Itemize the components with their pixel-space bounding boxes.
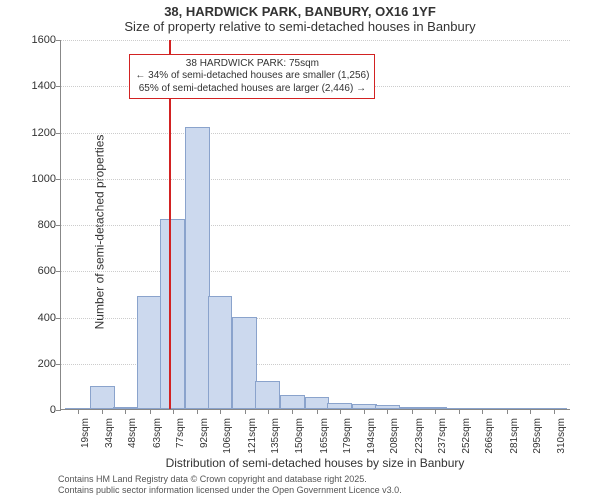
ytick-mark	[56, 179, 61, 180]
ytick-label: 1600	[16, 34, 56, 46]
annotation-line3: 65% of semi-detached houses are larger (…	[135, 83, 369, 96]
histogram-bar	[90, 386, 115, 409]
histogram-bar	[185, 127, 210, 409]
xtick-mark	[245, 409, 246, 414]
chart-title-line2: Size of property relative to semi-detach…	[0, 19, 600, 34]
xtick-mark	[412, 409, 413, 414]
histogram-bar	[208, 296, 233, 409]
reference-annotation-box: 38 HARDWICK PARK: 75sqm ← 34% of semi-de…	[129, 54, 375, 100]
xtick-label: 34sqm	[104, 418, 115, 478]
xtick-mark	[554, 409, 555, 414]
xtick-label: 165sqm	[319, 418, 330, 478]
ytick-mark	[56, 86, 61, 87]
ytick-mark	[56, 225, 61, 226]
xtick-mark	[340, 409, 341, 414]
histogram-bar	[137, 296, 162, 409]
ytick-mark	[56, 410, 61, 411]
footer-line2: Contains public sector information licen…	[58, 485, 402, 496]
ytick-label: 600	[16, 265, 56, 277]
chart-title-line1: 38, HARDWICK PARK, BANBURY, OX16 1YF	[0, 4, 600, 19]
xtick-label: 310sqm	[556, 418, 567, 478]
xtick-mark	[459, 409, 460, 414]
xtick-mark	[78, 409, 79, 414]
gridline-h	[61, 40, 570, 41]
xtick-mark	[292, 409, 293, 414]
histogram-bar	[232, 317, 257, 410]
xtick-mark	[435, 409, 436, 414]
xtick-mark	[507, 409, 508, 414]
ytick-mark	[56, 271, 61, 272]
ytick-mark	[56, 318, 61, 319]
xtick-mark	[220, 409, 221, 414]
xtick-label: 92sqm	[199, 418, 210, 478]
ytick-mark	[56, 364, 61, 365]
xtick-label: 19sqm	[80, 418, 91, 478]
plot-area: 38 HARDWICK PARK: 75sqm ← 34% of semi-de…	[60, 40, 570, 410]
ytick-label: 800	[16, 219, 56, 231]
xtick-mark	[173, 409, 174, 414]
xtick-mark	[268, 409, 269, 414]
xtick-label: 208sqm	[389, 418, 400, 478]
xtick-mark	[387, 409, 388, 414]
ytick-mark	[56, 40, 61, 41]
ytick-label: 1400	[16, 80, 56, 92]
gridline-h	[61, 179, 570, 180]
gridline-h	[61, 271, 570, 272]
xtick-label: 223sqm	[414, 418, 425, 478]
xtick-label: 48sqm	[127, 418, 138, 478]
annotation-line1: 38 HARDWICK PARK: 75sqm	[135, 58, 369, 71]
histogram-bar	[280, 395, 305, 409]
ytick-mark	[56, 133, 61, 134]
xtick-label: 63sqm	[152, 418, 163, 478]
annotation-line2: ← 34% of semi-detached houses are smalle…	[135, 70, 369, 83]
xtick-label: 252sqm	[461, 418, 472, 478]
histogram-bar	[305, 397, 330, 409]
gridline-h	[61, 225, 570, 226]
xtick-label: 281sqm	[509, 418, 520, 478]
histogram-bar	[160, 219, 185, 409]
xtick-label: 77sqm	[175, 418, 186, 478]
xtick-label: 266sqm	[484, 418, 495, 478]
xtick-label: 179sqm	[342, 418, 353, 478]
ytick-label: 1200	[16, 127, 56, 139]
ytick-label: 200	[16, 358, 56, 370]
xtick-mark	[150, 409, 151, 414]
xtick-mark	[530, 409, 531, 414]
xtick-label: 194sqm	[366, 418, 377, 478]
xtick-mark	[125, 409, 126, 414]
ytick-label: 0	[16, 404, 56, 416]
xtick-label: 295sqm	[532, 418, 543, 478]
xtick-label: 121sqm	[247, 418, 258, 478]
xtick-mark	[482, 409, 483, 414]
ytick-label: 400	[16, 312, 56, 324]
xtick-mark	[102, 409, 103, 414]
xtick-mark	[364, 409, 365, 414]
xtick-label: 237sqm	[437, 418, 448, 478]
histogram-bar	[255, 381, 280, 409]
xtick-label: 106sqm	[222, 418, 233, 478]
xtick-mark	[197, 409, 198, 414]
ytick-label: 1000	[16, 173, 56, 185]
xtick-label: 135sqm	[270, 418, 281, 478]
xtick-mark	[317, 409, 318, 414]
xtick-label: 150sqm	[294, 418, 305, 478]
gridline-h	[61, 133, 570, 134]
